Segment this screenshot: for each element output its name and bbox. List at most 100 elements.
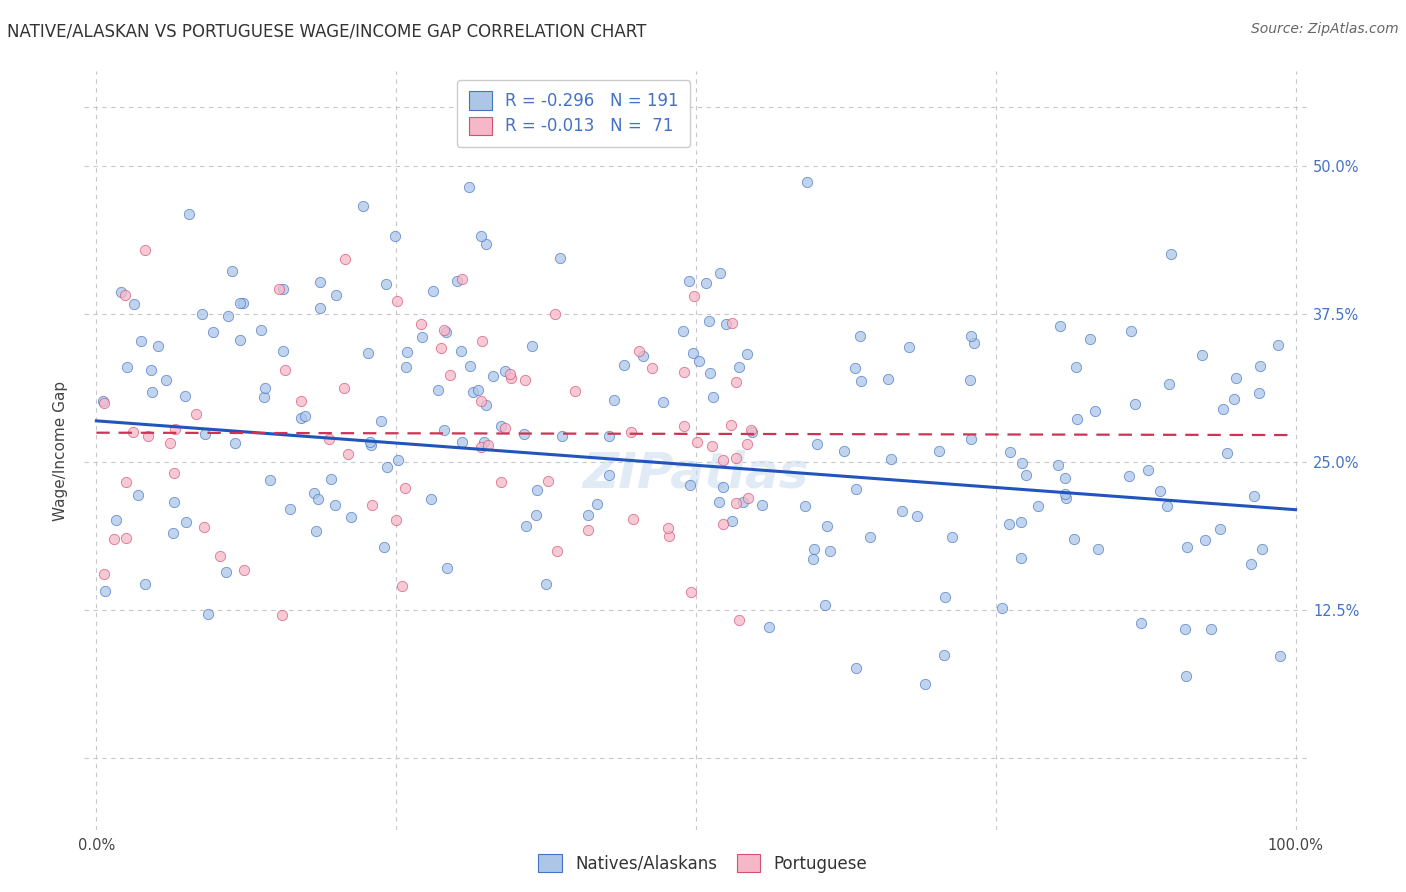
Point <box>309 275 332 289</box>
Point <box>470 393 492 408</box>
Point <box>229 333 252 347</box>
Point <box>720 514 742 528</box>
Point <box>467 383 489 397</box>
Point <box>433 423 456 437</box>
Point <box>735 437 758 451</box>
Point <box>1223 392 1246 407</box>
Point <box>209 549 232 563</box>
Point <box>470 441 492 455</box>
Point <box>294 409 316 424</box>
Point <box>163 422 186 436</box>
Point <box>458 359 481 373</box>
Point <box>678 274 700 288</box>
Point <box>115 531 138 545</box>
Point <box>411 318 433 332</box>
Point <box>1011 456 1033 470</box>
Point <box>627 343 650 358</box>
Point <box>307 491 329 506</box>
Point <box>728 613 751 627</box>
Point <box>711 480 734 494</box>
Point <box>859 530 882 544</box>
Point <box>695 276 717 290</box>
Point <box>1249 386 1271 401</box>
Point <box>806 436 828 450</box>
Point <box>709 266 731 280</box>
Point <box>814 599 837 613</box>
Point <box>891 503 914 517</box>
Point <box>127 488 149 502</box>
Point <box>177 207 200 221</box>
Point <box>309 301 332 316</box>
Point <box>318 432 340 446</box>
Point <box>270 607 292 622</box>
Point <box>551 429 574 443</box>
Point <box>139 363 162 377</box>
Point <box>450 435 472 450</box>
Point <box>174 515 197 529</box>
Point <box>411 330 433 344</box>
Y-axis label: Wage/Income Gap: Wage/Income Gap <box>53 380 69 521</box>
Point <box>290 394 312 409</box>
Point <box>1078 333 1101 347</box>
Point <box>304 485 326 500</box>
Point <box>290 411 312 425</box>
Point <box>375 460 398 475</box>
Point <box>672 365 695 379</box>
Point <box>321 472 343 486</box>
Point <box>1225 370 1247 384</box>
Point <box>941 531 963 545</box>
Point <box>93 583 115 598</box>
Point <box>1087 541 1109 556</box>
Point <box>621 512 644 526</box>
Point <box>146 339 169 353</box>
Point <box>1209 522 1232 536</box>
Point <box>1239 557 1261 571</box>
Point <box>450 343 472 358</box>
Point <box>672 324 695 338</box>
Point <box>818 544 841 558</box>
Point <box>1049 318 1071 333</box>
Point <box>641 361 664 376</box>
Point <box>202 325 225 339</box>
Point <box>1212 401 1234 416</box>
Point <box>273 283 295 297</box>
Point <box>1010 551 1032 566</box>
Point <box>1084 404 1107 418</box>
Point <box>1026 499 1049 513</box>
Point <box>546 544 568 558</box>
Point <box>103 532 125 546</box>
Point <box>323 498 346 512</box>
Point <box>501 370 523 384</box>
Point <box>1130 615 1153 630</box>
Point <box>1047 458 1070 472</box>
Point <box>426 384 449 398</box>
Point <box>232 296 254 310</box>
Point <box>914 677 936 691</box>
Point <box>395 345 418 359</box>
Point <box>254 381 277 395</box>
Point <box>477 438 499 452</box>
Point <box>848 329 870 343</box>
Point <box>110 285 132 299</box>
Point <box>513 373 536 387</box>
Point <box>115 475 138 489</box>
Point <box>332 381 354 395</box>
Text: ZIPatlas: ZIPatlas <box>582 450 810 497</box>
Point <box>475 399 498 413</box>
Point <box>679 585 702 599</box>
Point <box>141 385 163 400</box>
Point <box>1159 377 1181 392</box>
Point <box>1174 623 1197 637</box>
Point <box>598 468 620 483</box>
Point <box>735 347 758 361</box>
Point <box>163 494 186 508</box>
Point <box>688 354 710 368</box>
Point <box>1249 359 1271 373</box>
Point <box>1015 467 1038 482</box>
Point <box>419 491 441 506</box>
Legend: R = -0.296   N = 191, R = -0.013   N =  71: R = -0.296 N = 191, R = -0.013 N = 71 <box>457 79 690 147</box>
Point <box>385 513 408 527</box>
Point <box>391 579 413 593</box>
Point <box>526 483 548 497</box>
Point <box>934 590 956 604</box>
